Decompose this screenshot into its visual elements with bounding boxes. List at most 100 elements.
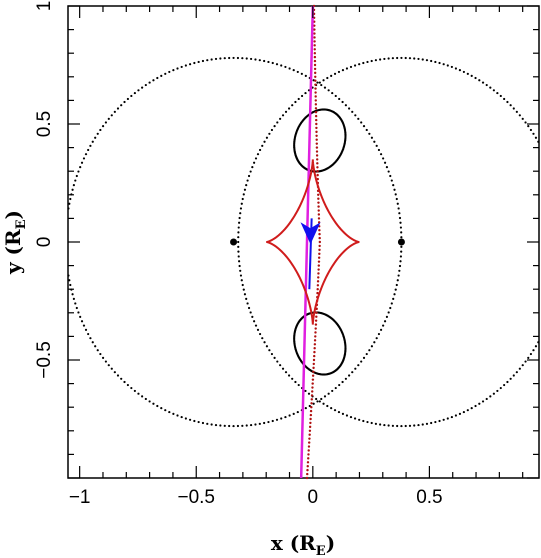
critical-curve-left-point [249,423,253,427]
image-track-point [313,40,316,43]
critical-curve-right-point [462,410,465,414]
critical-curve-right-point [527,125,530,128]
image-track-point [309,409,313,413]
critical-curve-right-point [287,374,291,377]
y-tick-labels: 1 0.5 0 −0.5 [34,1,55,379]
image-track-point [306,472,309,476]
critical-curve-left-point [75,306,78,310]
critical-curve-left-point [368,132,371,135]
critical-curve-right-point [237,240,240,244]
critical-curve-right-point [527,356,530,359]
critical-curve-left-point [320,83,323,87]
critical-curve-right-point [291,377,294,380]
image-track-point [312,370,315,373]
critical-curve-left-point [387,170,390,173]
critical-curve-left-point [280,417,283,420]
critical-curve-right-point [521,364,524,367]
critical-curve-right-point [307,392,311,395]
image-track-point [313,347,316,350]
critical-curve-left-point [389,306,392,310]
critical-curve-left-point [275,63,279,66]
critical-curve-right-point [333,72,337,75]
critical-curve-left-point [392,184,395,187]
critical-curve-right-point [521,117,524,120]
critical-curve-right-point [237,255,240,258]
critical-curve-left-point [390,179,393,182]
critical-curve-right-point [512,107,515,110]
image-track-point [313,350,316,354]
critical-curve-right-point [413,57,416,60]
critical-curve-right-point [492,392,495,395]
critical-curve-right-point [396,56,399,60]
critical-curve-left-point [210,423,213,426]
critical-curve-left-point [375,144,378,147]
critical-curve-right-point [532,132,535,135]
critical-curve-right-point [509,104,512,107]
critical-curve-left-point [254,423,257,426]
critical-curve-right-point [358,63,361,66]
critical-curve-left-point [228,424,231,428]
image-track-point [310,406,313,409]
critical-curve-left-point [292,69,295,72]
critical-curve-left-point [84,153,88,156]
critical-curve-left-point [400,231,403,234]
critical-curve-left-point [91,341,94,344]
critical-curve-right-point [374,59,377,62]
critical-curve-right-point [238,264,241,268]
image-track-point [318,248,321,252]
critical-curve-right-point [506,100,509,104]
critical-curve-left-point [368,349,371,352]
critical-curve-right-point [370,421,373,425]
critical-curve-left-point [383,320,387,323]
critical-curve-right-point [442,63,445,66]
image-track-point [313,55,317,59]
critical-curve-right-point [326,404,329,408]
critical-curve-right-point [366,420,369,424]
image-track-point [314,99,317,102]
critical-curve-left-point [377,148,381,152]
image-track-point [311,378,315,381]
image-track-point [307,445,311,448]
critical-curve-left-point [94,345,97,348]
critical-curve-left-point [323,86,327,89]
critical-curve-left-point [354,114,357,117]
critical-curve-right-point [263,140,266,143]
critical-curve-left-point [357,117,360,120]
critical-curve-left-point [210,58,213,61]
critical-curve-left-point [137,392,140,395]
image-track-point [317,272,320,275]
critical-curve-right-point [408,57,412,60]
critical-curve-left-point [164,409,167,412]
critical-curve-left-point [69,283,72,287]
x-tick-label: −1 [69,487,91,508]
critical-curve-right-point [263,341,266,344]
critical-curve-left-point [223,57,226,60]
critical-curve-right-point [247,174,251,178]
critical-curve-right-point [249,170,252,173]
image-track-point [313,67,317,71]
critical-curve-left-point [398,264,402,268]
critical-curve-left-point [152,79,155,82]
image-track-point [314,335,317,338]
image-track-point [313,354,316,358]
critical-curve-left-point [72,184,75,187]
image-track-point [317,268,320,271]
image-track-point [311,390,314,393]
y-axis-label: y (RE) [1,210,29,275]
critical-curve-left-point [351,371,354,374]
critical-curve-right-point [478,402,481,405]
image-track-point [315,118,318,122]
critical-curve-right-point [408,424,412,427]
critical-curve-left-point [389,174,392,178]
critical-curve-left-point [331,91,334,95]
critical-curve-right-point [330,407,333,410]
critical-curve-right-point [492,89,495,92]
critical-curve-right-point [258,148,262,152]
critical-curve-right-point [261,337,264,340]
direction-arrow-group [300,222,321,245]
caustic-group [266,159,360,325]
critical-curve-left-point [341,100,344,104]
critical-curve-left-point [338,97,341,101]
critical-curve-right-point [256,328,260,331]
critical-curve-left-point [148,81,151,84]
